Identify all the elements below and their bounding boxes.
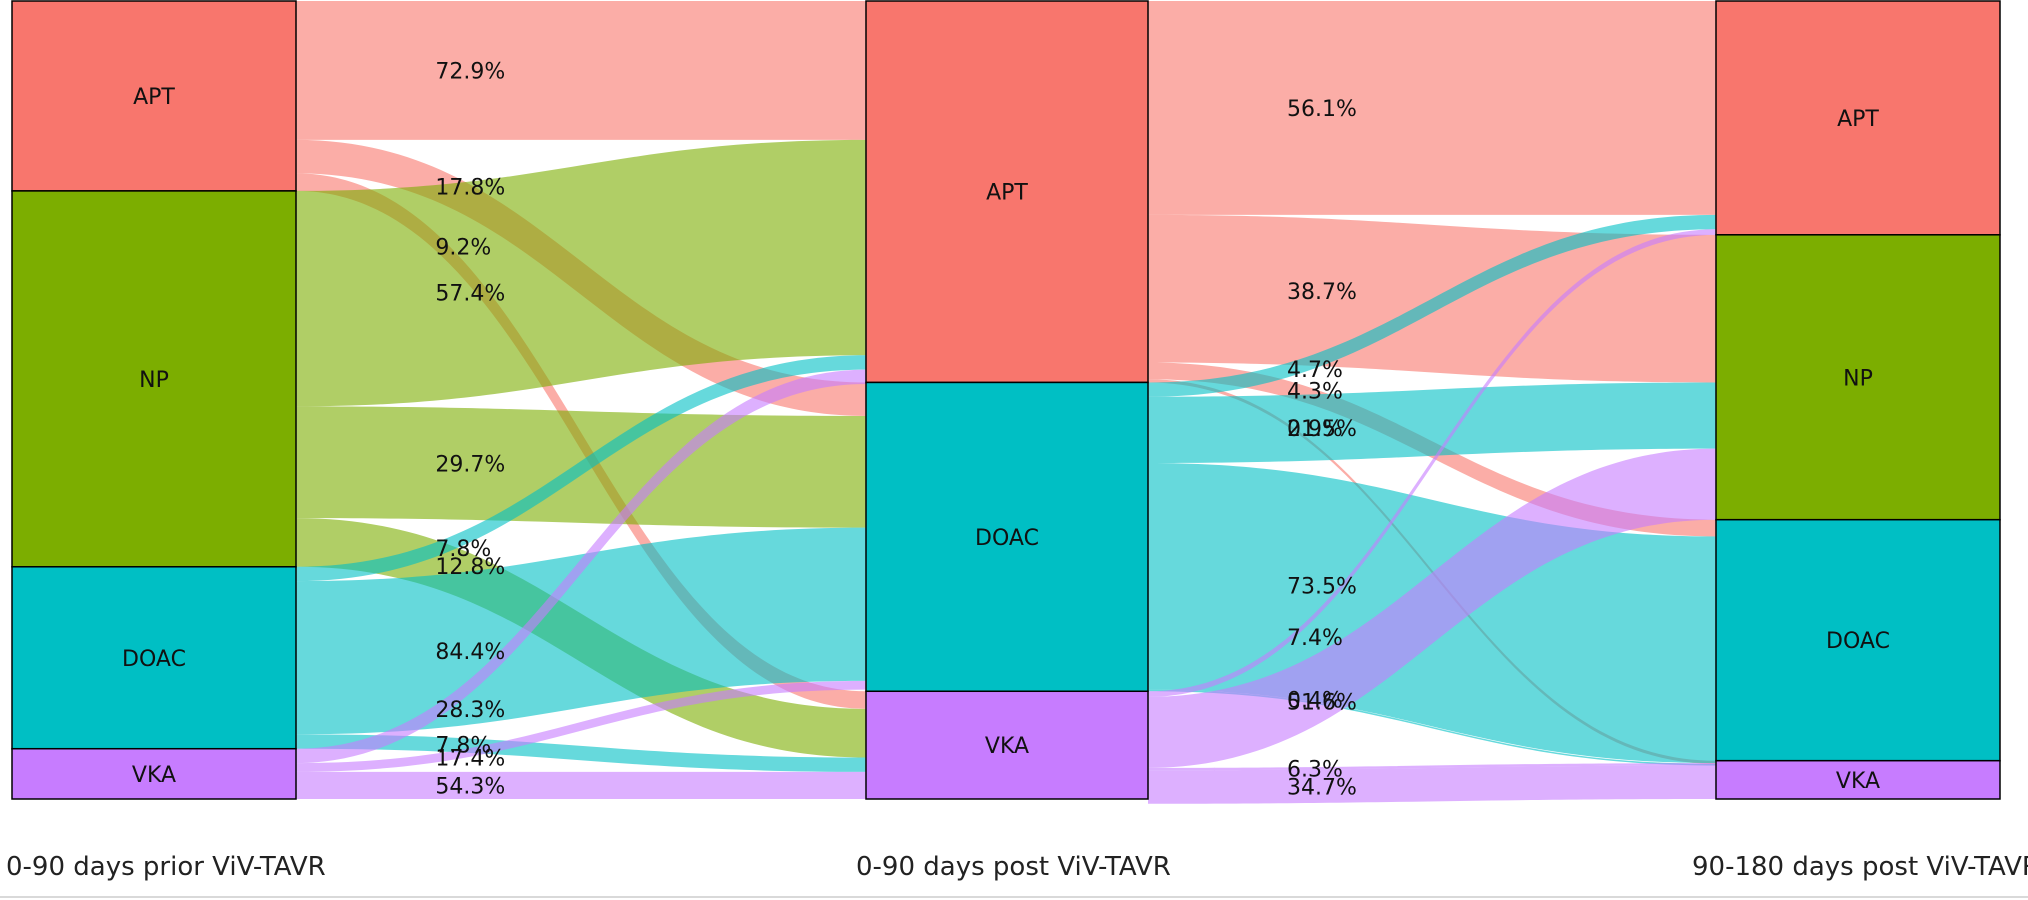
flow-vka-to-vka-stage-0: [296, 771, 866, 799]
flow-doac-to-apt-stage-0: [296, 355, 866, 582]
flow-vka-to-apt-stage-1: [1148, 229, 1716, 697]
node-label-doac-stage-0: DOAC: [122, 647, 186, 672]
flow-doac-to-np-stage-1: [1148, 382, 1716, 464]
node-label-np-stage-0: NP: [139, 368, 169, 393]
node-label-vka-stage-1: VKA: [985, 734, 1029, 759]
stage-label-post-0-90: 0-90 days post ViV-TAVR: [856, 852, 1171, 882]
node-np-stage-0: [11, 190, 297, 568]
node-label-apt-stage-1: APT: [986, 181, 1028, 206]
flow-label-vka-to-doac-stage-0: 17.4%: [435, 746, 505, 771]
node-vka-stage-1: [865, 690, 1149, 800]
flow-label-doac-to-doac-stage-0: 84.4%: [435, 640, 505, 665]
flow-vka-to-vka-stage-1: [1148, 765, 1716, 804]
node-doac-stage-2: [1715, 518, 2001, 762]
flow-label-vka-to-doac-stage-1: 6.3%: [1287, 757, 1343, 782]
flow-label-apt-to-apt-stage-1: 56.1%: [1287, 97, 1357, 122]
node-apt-stage-2: [1715, 0, 2001, 236]
node-label-vka-stage-0: VKA: [132, 763, 176, 788]
flow-label-doac-to-apt-stage-0: 7.8%: [435, 537, 491, 562]
flow-label-doac-to-np-stage-1: 21.5%: [1287, 417, 1357, 442]
flow-label-vka-to-apt-stage-1: 7.4%: [1287, 626, 1343, 651]
node-doac-stage-0: [11, 566, 297, 750]
flow-label-vka-to-vka-stage-1: 34.7%: [1287, 775, 1357, 800]
flow-np-to-apt-stage-0: [296, 139, 866, 407]
flow-label-np-to-doac-stage-0: 29.7%: [435, 452, 505, 477]
flow-vka-to-doac-stage-1: [1148, 763, 1716, 771]
flow-vka-to-np-stage-1: [1148, 448, 1716, 768]
flow-label-vka-to-np-stage-1: 51.6%: [1287, 691, 1357, 716]
flow-label-apt-to-vka-stage-0: 9.2%: [435, 235, 491, 260]
bottom-divider: [0, 896, 2028, 898]
flow-apt-to-np-stage-1: [1148, 214, 1716, 383]
node-label-np-stage-2: NP: [1843, 366, 1873, 391]
nodes-layer: [11, 0, 2001, 800]
flow-label-apt-to-apt-stage-0: 72.9%: [435, 59, 505, 84]
flow-doac-to-doac-stage-0: [296, 527, 866, 735]
flow-label-doac-to-doac-stage-1: 73.5%: [1287, 574, 1357, 599]
node-label-doac-stage-1: DOAC: [975, 526, 1039, 551]
flow-label-apt-to-np-stage-1: 38.7%: [1287, 280, 1357, 305]
node-label-apt-stage-0: APT: [133, 85, 175, 110]
flow-label-vka-to-vka-stage-0: 54.3%: [435, 774, 505, 799]
node-vka-stage-0: [11, 747, 297, 800]
flow-doac-to-vka-stage-0: [296, 734, 866, 772]
flow-vka-to-doac-stage-0: [296, 680, 866, 772]
node-label-vka-stage-2: VKA: [1836, 769, 1880, 794]
stage-label-prior: 0-90 days prior ViV-TAVR: [6, 852, 326, 882]
flow-doac-to-apt-stage-1: [1148, 214, 1716, 397]
node-vka-stage-2: [1715, 759, 2001, 800]
node-label-apt-stage-2: APT: [1837, 107, 1879, 132]
flow-label-apt-to-doac-stage-0: 17.8%: [435, 176, 505, 201]
node-np-stage-2: [1715, 234, 2001, 521]
flow-label-doac-to-vka-stage-0: 7.8%: [435, 733, 491, 758]
flow-label-apt-to-vka-stage-1: 0.9%: [1287, 417, 1343, 442]
node-apt-stage-0: [11, 0, 297, 192]
flow-label-doac-to-vka-stage-1: 0.4%: [1287, 689, 1343, 714]
node-label-doac-stage-2: DOAC: [1826, 629, 1890, 654]
flow-label-vka-to-apt-stage-0: 28.3%: [435, 698, 505, 723]
node-doac-stage-1: [865, 381, 1149, 693]
node-apt-stage-1: [865, 0, 1149, 384]
flows-layer: [296, 1, 1716, 804]
labels-layer: APT NP DOAC VKA APT DOAC VKA APT NP DOAC VKA 72.9% 1…: [122, 59, 1890, 800]
flow-apt-to-apt-stage-0: [296, 1, 866, 140]
flow-doac-to-vka-stage-1: [1148, 689, 1716, 766]
stage-label-post-90-180: 90-180 days post ViV-TAVR: [1692, 852, 2028, 882]
flow-label-np-to-apt-stage-0: 57.4%: [435, 281, 505, 306]
flow-label-np-to-vka-stage-0: 12.8%: [435, 555, 505, 580]
flow-label-apt-to-doac-stage-1: 4.3%: [1287, 379, 1343, 404]
flow-label-doac-to-apt-stage-1: 4.7%: [1287, 358, 1343, 383]
flow-vka-to-apt-stage-0: [296, 369, 866, 764]
flow-apt-to-apt-stage-1: [1148, 1, 1716, 215]
